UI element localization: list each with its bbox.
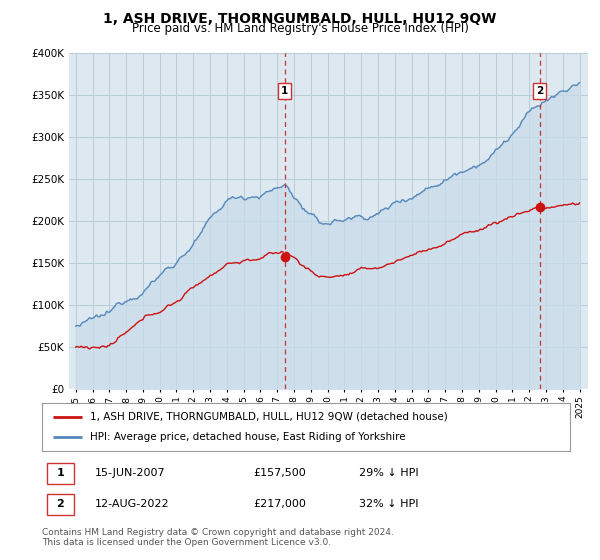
Text: £217,000: £217,000 [253,499,306,509]
Text: 1, ASH DRIVE, THORNGUMBALD, HULL, HU12 9QW: 1, ASH DRIVE, THORNGUMBALD, HULL, HU12 9… [103,12,497,26]
Text: HPI: Average price, detached house, East Riding of Yorkshire: HPI: Average price, detached house, East… [89,432,405,442]
Text: Price paid vs. HM Land Registry's House Price Index (HPI): Price paid vs. HM Land Registry's House … [131,22,469,35]
FancyBboxPatch shape [47,463,74,484]
Text: 1: 1 [56,468,64,478]
Text: 2: 2 [536,86,543,96]
Text: 1: 1 [281,86,289,96]
Text: 2: 2 [56,499,64,509]
Text: 1, ASH DRIVE, THORNGUMBALD, HULL, HU12 9QW (detached house): 1, ASH DRIVE, THORNGUMBALD, HULL, HU12 9… [89,412,447,422]
Text: 32% ↓ HPI: 32% ↓ HPI [359,499,418,509]
Text: £157,500: £157,500 [253,468,306,478]
Text: 12-AUG-2022: 12-AUG-2022 [95,499,169,509]
FancyBboxPatch shape [47,493,74,515]
Text: 29% ↓ HPI: 29% ↓ HPI [359,468,418,478]
Text: 15-JUN-2007: 15-JUN-2007 [95,468,166,478]
Text: Contains HM Land Registry data © Crown copyright and database right 2024.
This d: Contains HM Land Registry data © Crown c… [42,528,394,547]
